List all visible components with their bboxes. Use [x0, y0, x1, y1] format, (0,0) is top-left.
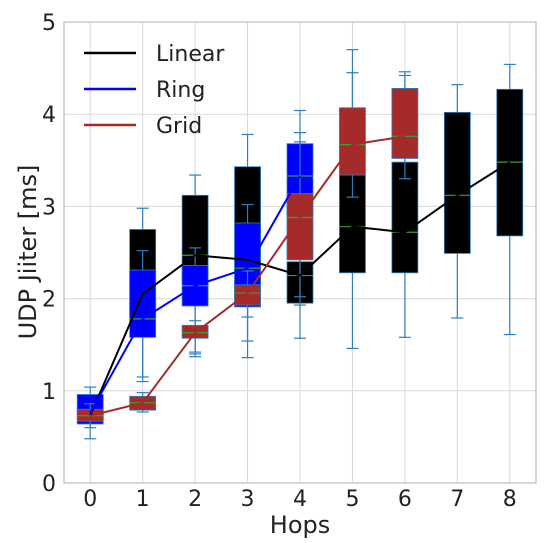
box-body: [391, 87, 419, 159]
x-tick-label: 3: [241, 487, 255, 512]
x-axis-label: Hops: [270, 511, 330, 539]
legend-label-ring: Ring: [156, 78, 205, 103]
y-tick-label: 5: [42, 11, 56, 36]
box-body: [129, 269, 157, 338]
y-tick-label: 2: [42, 288, 56, 313]
x-tick-label: 7: [450, 487, 464, 512]
x-tick-label: 2: [188, 487, 202, 512]
x-tick-label: 8: [503, 487, 517, 512]
series-layer: [76, 49, 524, 440]
legend-label-grid: Grid: [156, 114, 202, 139]
box-grid: [391, 74, 419, 180]
y-tick-label: 1: [42, 380, 56, 405]
x-tick-label: 1: [136, 487, 150, 512]
box-body: [443, 111, 471, 254]
series-line-ring: [89, 175, 301, 414]
y-tick-label: 3: [42, 195, 56, 220]
x-tick-label: 5: [345, 487, 359, 512]
box-ring: [129, 250, 157, 383]
box-linear: [443, 84, 471, 319]
x-tick-label: 4: [293, 487, 307, 512]
box-body: [391, 161, 419, 274]
tick-labels: 0 1 2 3 4 5 0 1 2 3 4 5 6 7 8: [42, 11, 517, 512]
box-body: [339, 107, 366, 176]
box-body: [234, 284, 261, 306]
y-tick-label: 4: [42, 103, 56, 128]
y-axis-label: UDP Jiiter [ms]: [14, 165, 42, 340]
legend-label-linear: Linear: [156, 42, 225, 67]
box-grid: [339, 72, 366, 198]
box-grid: [234, 270, 261, 342]
series-line-linear: [89, 161, 511, 417]
x-tick-label: 6: [398, 487, 412, 512]
legend: Linear Ring Grid: [84, 42, 225, 139]
x-tick-label: 0: [83, 487, 97, 512]
plot-frame: [63, 21, 537, 484]
series-line-grid: [89, 135, 406, 417]
y-tick-label: 0: [42, 472, 56, 497]
